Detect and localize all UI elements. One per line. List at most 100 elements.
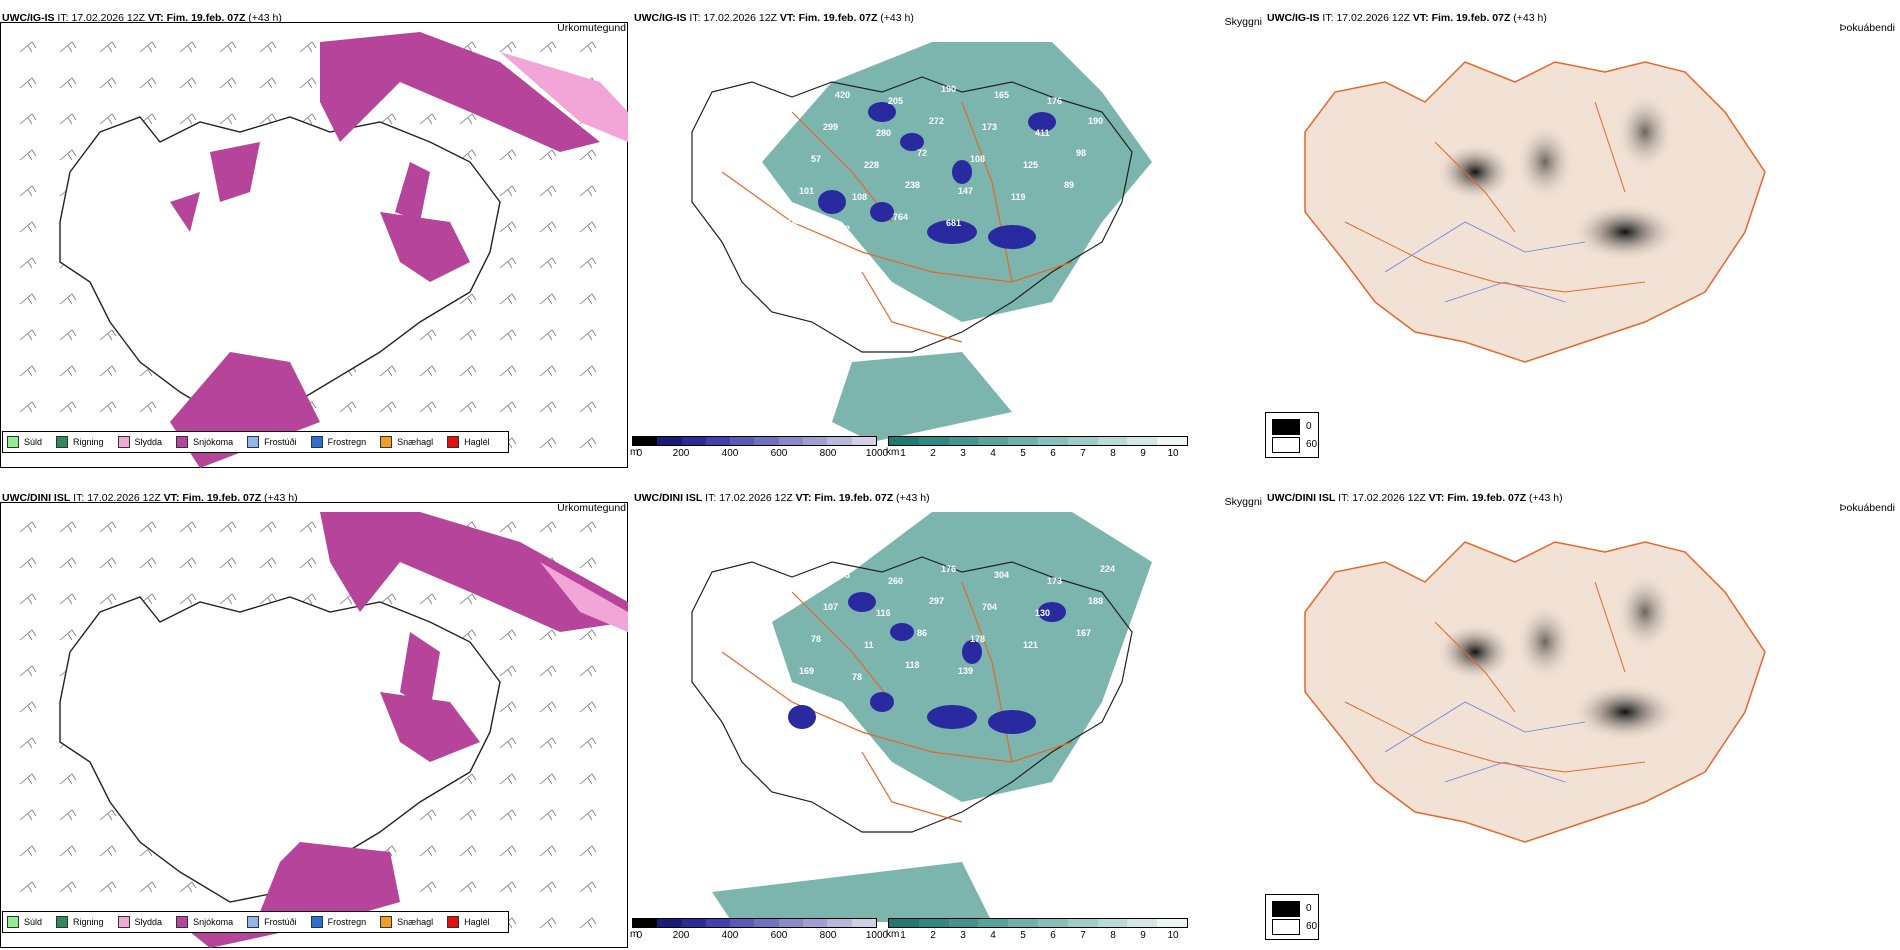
wind-barb xyxy=(499,257,517,269)
wind-barb xyxy=(59,593,77,605)
wind-barb xyxy=(99,593,117,605)
vis-label: 101 xyxy=(799,186,814,196)
legend-label: Súld xyxy=(24,437,43,447)
snow-area xyxy=(210,142,260,202)
wind-barb xyxy=(299,593,317,605)
vis-label: 98 xyxy=(1076,148,1086,158)
vis-label: 176 xyxy=(941,564,956,574)
vis-label: 125 xyxy=(1023,160,1038,170)
snow-area xyxy=(320,32,600,152)
vis-label: 72 xyxy=(917,148,927,158)
wind-barb xyxy=(499,845,517,857)
row2-visibility-field-name: Skyggni xyxy=(1224,496,1262,508)
legend-swatch xyxy=(447,436,460,448)
row1-precip-field-name: Úrkomutegund xyxy=(557,22,626,34)
snow-area xyxy=(500,52,628,142)
wind-barb xyxy=(19,701,37,713)
wind-barb xyxy=(219,593,237,605)
wind-barb xyxy=(59,77,77,89)
wind-barb xyxy=(19,593,37,605)
vis-label: 108 xyxy=(970,154,985,164)
colorbar-cell xyxy=(778,437,804,445)
wind-barb xyxy=(539,665,557,677)
wind-barb xyxy=(579,41,597,53)
colorbar-cell xyxy=(851,437,876,445)
colorbar-cell xyxy=(827,919,852,927)
wind-barb xyxy=(259,77,277,89)
wind-barb xyxy=(459,629,477,641)
wind-barb xyxy=(499,149,517,161)
colorbar-cell xyxy=(778,919,804,927)
wind-barb xyxy=(579,365,597,377)
wind-barb xyxy=(59,629,77,641)
colorbar-tick: 1000 xyxy=(865,448,889,459)
fog-index-key: 0 60 xyxy=(1265,894,1319,940)
elevation-colorbar: 0 200 400 600 800 1000 m xyxy=(630,436,888,466)
row1-precip-header: UWC/IG-IS IT: 17.02.2026 12Z VT: Fim. 19… xyxy=(2,12,282,24)
wind-barb xyxy=(19,365,37,377)
colorbar-tick: 200 xyxy=(672,930,690,941)
wind-barb xyxy=(539,293,557,305)
wind-barb xyxy=(299,77,317,89)
colorbar-cell xyxy=(1067,437,1098,445)
legend-label: Snæhagl xyxy=(397,437,434,447)
wind-barb xyxy=(419,881,437,893)
wind-barb xyxy=(99,881,117,893)
colorbar-cell xyxy=(1097,919,1128,927)
vis-label: 169 xyxy=(799,666,814,676)
vis-label: 147 xyxy=(958,186,973,196)
vis-shading xyxy=(712,862,992,922)
row2-precip-header: UWC/DINI ISL IT: 17.02.2026 12Z VT: Fim.… xyxy=(2,492,298,504)
wind-barb xyxy=(539,773,557,785)
wind-barb xyxy=(99,365,117,377)
wind-barb xyxy=(19,401,37,413)
wind-barb xyxy=(99,77,117,89)
wind-barb xyxy=(579,185,597,197)
legend-label: Snjókoma xyxy=(193,917,234,927)
colorbar-cell xyxy=(889,437,919,445)
colorbar-tick: 7 xyxy=(1080,930,1086,941)
legend-item: Snjókoma xyxy=(176,436,233,448)
wind-barb xyxy=(539,365,557,377)
legend-item: Rigning xyxy=(56,436,104,448)
vis-label: 116 xyxy=(876,608,891,618)
colorbar-unit: km xyxy=(886,447,900,458)
vis-label: 224 xyxy=(1100,564,1115,574)
vis-shading xyxy=(832,352,1012,442)
colorbar-cell xyxy=(633,437,658,445)
vis-label: 704 xyxy=(982,602,997,612)
wind-barb xyxy=(579,917,597,929)
row2-fog-field-name: Þokuábendi xyxy=(1839,502,1895,514)
colorbar-cell xyxy=(681,437,706,445)
wind-barb xyxy=(59,401,77,413)
row1-fog-map xyxy=(1304,61,1766,363)
wind-barb xyxy=(579,557,597,569)
colorbar-cell xyxy=(754,919,779,927)
legend-label: Rigning xyxy=(73,437,104,447)
legend-item: Haglél xyxy=(447,916,490,928)
row2-precip-frame xyxy=(0,502,628,948)
row2-visibility-map: 320 373 260 176 304 173 224 107 116 297 704 130 188 7… xyxy=(691,512,1152,922)
legend-label: Frostúði xyxy=(264,437,297,447)
colorbar-cell xyxy=(851,919,876,927)
colorbar-tick: 2 xyxy=(930,930,936,941)
wind-barb xyxy=(539,437,557,449)
vis-shading xyxy=(772,512,1152,802)
wind-barb xyxy=(99,401,117,413)
wind-barb xyxy=(179,113,197,125)
wind-barb xyxy=(19,665,37,677)
colorbar-tick: 5 xyxy=(1020,448,1026,459)
wind-barb xyxy=(19,629,37,641)
wind-barb xyxy=(499,665,517,677)
wind-barb xyxy=(99,557,117,569)
wind-barb xyxy=(419,845,437,857)
wind-barb xyxy=(419,809,437,821)
wind-barb xyxy=(179,557,197,569)
legend-item: Haglél xyxy=(447,436,490,448)
wind-barb xyxy=(579,809,597,821)
wind-barb xyxy=(579,665,597,677)
row2-precip-panel: UWC/DINI ISL IT: 17.02.2026 12Z VT: Fim.… xyxy=(0,488,630,948)
vis-label: 681 xyxy=(946,218,961,228)
row1-visibility-panel: UWC/IG-IS IT: 17.02.2026 12Z VT: Fim. 19… xyxy=(630,8,1262,466)
wind-barb xyxy=(579,845,597,857)
